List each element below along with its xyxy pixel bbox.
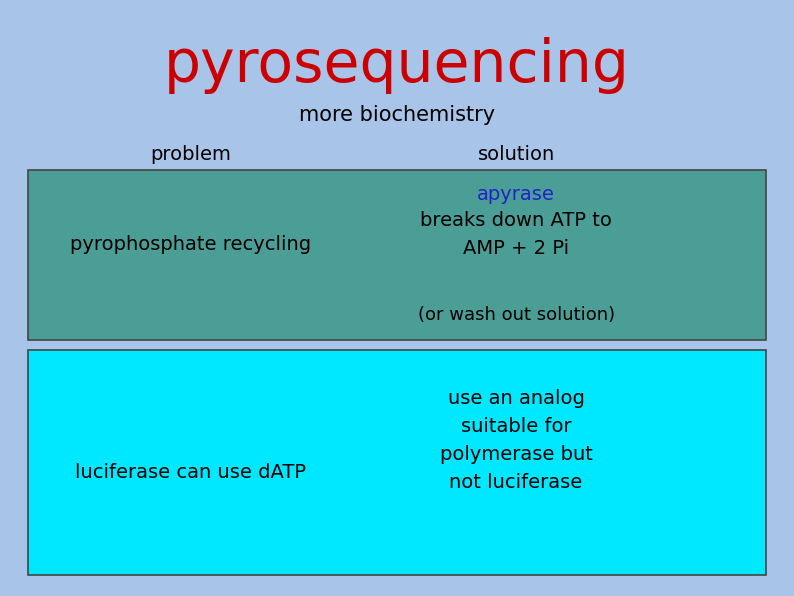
Text: more biochemistry: more biochemistry: [299, 105, 495, 125]
FancyBboxPatch shape: [28, 350, 766, 575]
Text: breaks down ATP to
AMP + 2 Pi: breaks down ATP to AMP + 2 Pi: [420, 212, 612, 259]
FancyBboxPatch shape: [28, 170, 766, 340]
Text: pyrosequencing: pyrosequencing: [164, 36, 630, 94]
Text: problem: problem: [150, 145, 231, 164]
Text: use an analog
suitable for
polymerase but
not luciferase: use an analog suitable for polymerase bu…: [440, 389, 592, 492]
Text: apyrase: apyrase: [477, 185, 555, 204]
Text: pyrophosphate recycling: pyrophosphate recycling: [70, 235, 311, 254]
Text: (or wash out solution): (or wash out solution): [418, 306, 615, 324]
Text: solution: solution: [477, 145, 555, 164]
Text: luciferase can use dATP: luciferase can use dATP: [75, 463, 306, 482]
